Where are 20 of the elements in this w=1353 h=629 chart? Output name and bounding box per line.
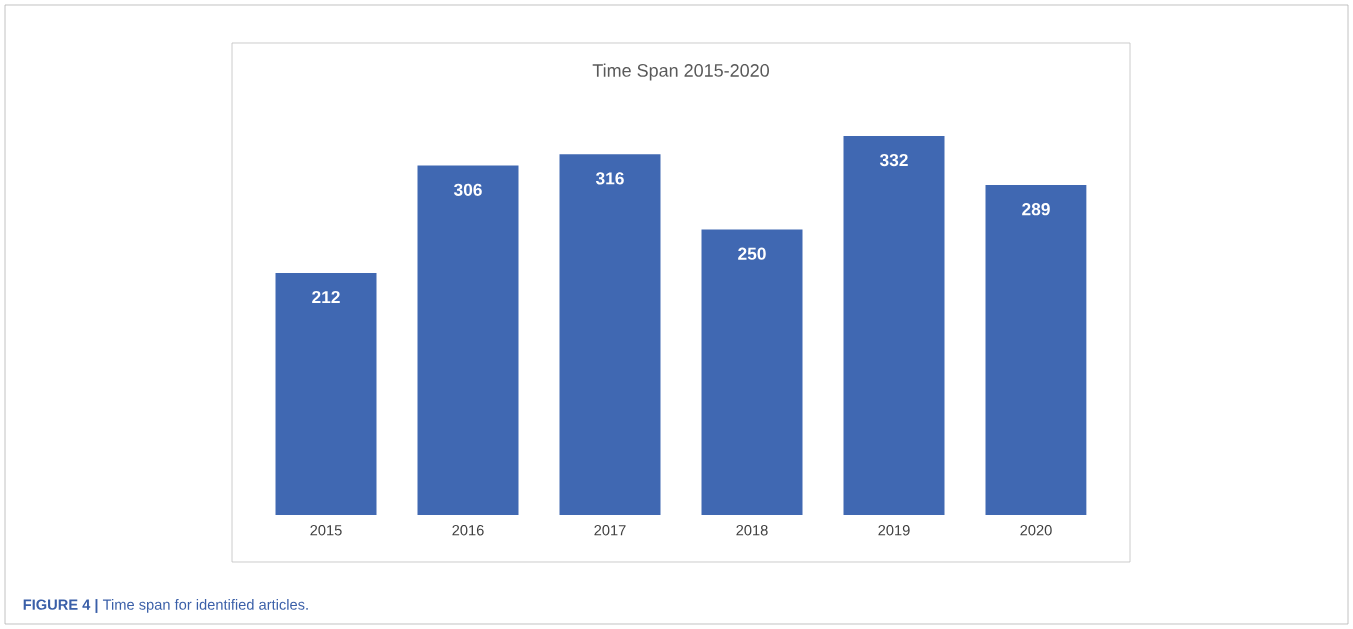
data-label: 316: [595, 172, 624, 185]
x-tick-label: 2016: [452, 525, 484, 536]
bar: [559, 154, 661, 515]
data-label: 212: [312, 290, 340, 304]
chart-title: Time Span 2015-2020: [592, 63, 769, 81]
bar: [417, 165, 519, 515]
data-label: 332: [879, 153, 908, 167]
x-tick-label: 2017: [594, 525, 626, 536]
bar: [701, 229, 803, 515]
x-tick-label: 2018: [736, 525, 768, 536]
bar: [275, 272, 377, 515]
x-tick-label: 2019: [878, 525, 910, 536]
bar: [843, 135, 945, 515]
x-tick-label: 2020: [1020, 525, 1052, 536]
x-tick-label: 2015: [310, 525, 342, 536]
data-label: 306: [453, 183, 482, 196]
text: FIGURE 4 | Time span for identified articles.: [23, 599, 308, 613]
data-label: 289: [1022, 203, 1050, 216]
bar: [985, 185, 1087, 515]
data-label: 250: [738, 247, 766, 260]
